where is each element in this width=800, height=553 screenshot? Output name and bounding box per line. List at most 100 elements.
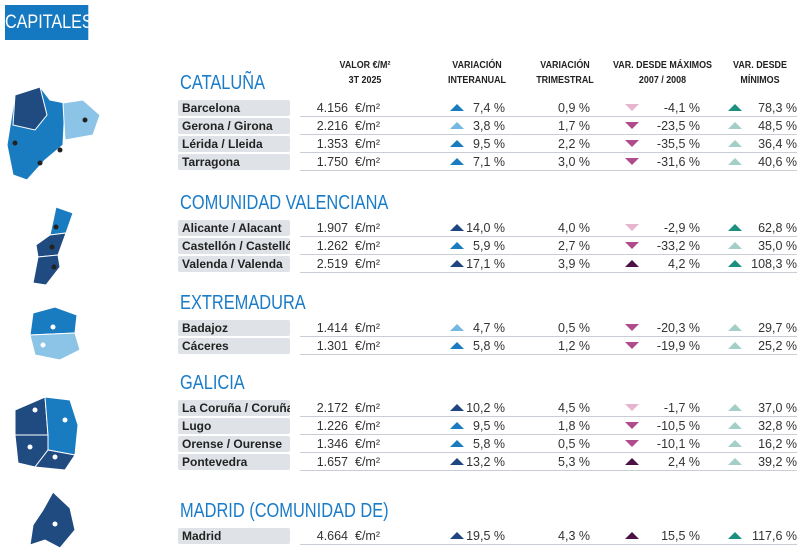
interanual-value: 19,5 % <box>466 529 505 543</box>
header-interanual: VARIACIÓN INTERANUAL <box>439 58 516 88</box>
header-line: VARIACIÓN <box>540 59 590 71</box>
header-line: TRIMESTRAL <box>536 74 594 86</box>
interanual-value: 14,0 % <box>466 221 505 235</box>
table-row: Orense / Ourense 1.346 €/m² 5,8 % 0,5 % … <box>0 435 800 453</box>
row-divider <box>300 544 797 545</box>
header-valor: VALOR €/M² 3T 2025 <box>331 58 399 88</box>
interanual-value: 17,1 % <box>466 257 505 271</box>
section-title: CATALUÑA <box>180 72 266 94</box>
capitales-tag: CAPITALES <box>5 5 93 40</box>
price-unit: €/m² <box>355 401 380 415</box>
header-line: VALOR €/M² <box>339 59 391 71</box>
header-maximos: VAR. DESDE MÁXIMOS 2007 / 2008 <box>609 58 715 88</box>
city-label: Orense / Ourense <box>178 436 290 452</box>
header-minimos: VAR. DESDE MÍNIMOS <box>726 58 794 88</box>
table-row: Gerona / Girona 2.216 €/m² 3,8 % 1,7 % -… <box>0 117 800 135</box>
city-label: Madrid <box>178 528 290 544</box>
minimos-value: 62,8 % <box>758 221 797 235</box>
interanual-arrow-up-icon <box>450 342 464 349</box>
minimos-value: 108,3 % <box>751 257 797 271</box>
maximos-value: -10,1 % <box>656 437 700 451</box>
price-unit: €/m² <box>355 257 380 271</box>
interanual-arrow-up-icon <box>450 242 464 249</box>
city-label: Lérida / Lleida <box>178 136 290 152</box>
minimos-value: 37,0 % <box>758 401 797 415</box>
price-value: 1.346 <box>316 437 348 451</box>
section-title: MADRID (COMUNIDAD DE) <box>180 500 389 522</box>
section-title: GALICIA <box>180 372 245 394</box>
interanual-arrow-up-icon <box>450 532 464 539</box>
trimestral-value: 1,2 % <box>558 339 590 353</box>
interanual-arrow-up-icon <box>450 324 464 331</box>
price-unit: €/m² <box>355 437 380 451</box>
minimos-value: 35,0 % <box>758 239 797 253</box>
maximos-value: -33,2 % <box>656 239 700 253</box>
price-unit: €/m² <box>355 339 380 353</box>
header-line: VAR. DESDE <box>733 59 787 71</box>
header-line: 3T 2025 <box>348 74 382 86</box>
maximos-value: -2,9 % <box>663 221 700 235</box>
minimos-arrow-up-icon <box>728 224 742 231</box>
city-label: Castellón / Castelló <box>178 238 290 254</box>
price-value: 4.664 <box>316 529 348 543</box>
trimestral-value: 1,8 % <box>558 419 590 433</box>
minimos-value: 25,2 % <box>758 339 797 353</box>
maximos-arrow-down-icon <box>625 440 639 447</box>
interanual-value: 7,4 % <box>473 101 505 115</box>
city-label: Valenda / Valenda <box>178 256 290 272</box>
minimos-value: 32,8 % <box>758 419 797 433</box>
maximos-arrow-down-icon <box>625 104 639 111</box>
row-divider <box>300 470 797 471</box>
minimos-arrow-up-icon <box>728 440 742 447</box>
interanual-arrow-up-icon <box>450 104 464 111</box>
header-trimestral: VARIACIÓN TRIMESTRAL <box>531 58 599 88</box>
minimos-arrow-up-icon <box>728 324 742 331</box>
trimestral-value: 0,9 % <box>558 101 590 115</box>
city-label: Alicante / Alacant <box>178 220 290 236</box>
price-value: 1.353 <box>316 137 348 151</box>
price-unit: €/m² <box>355 321 380 335</box>
maximos-value: 4,2 % <box>668 257 700 271</box>
minimos-value: 48,5 % <box>758 119 797 133</box>
row-divider <box>300 416 797 417</box>
table-row: Lugo 1.226 €/m² 9,5 % 1,8 % -10,5 % 32,8… <box>0 417 800 435</box>
maximos-value: 15,5 % <box>661 529 700 543</box>
trimestral-value: 2,2 % <box>558 137 590 151</box>
city-label: Badajoz <box>178 320 290 336</box>
minimos-arrow-up-icon <box>728 104 742 111</box>
price-value: 1.907 <box>316 221 348 235</box>
price-value: 1.414 <box>316 321 348 335</box>
price-unit: €/m² <box>355 239 380 253</box>
maximos-value: 2,4 % <box>668 455 700 469</box>
maximos-value: -31,6 % <box>656 155 700 169</box>
minimos-value: 117,6 % <box>752 529 797 543</box>
minimos-arrow-up-icon <box>728 404 742 411</box>
row-divider <box>300 354 797 355</box>
maximos-arrow-up-icon <box>625 532 639 539</box>
maximos-arrow-down-icon <box>625 140 639 147</box>
price-value: 1.226 <box>316 419 348 433</box>
interanual-arrow-up-icon <box>450 122 464 129</box>
price-value: 1.657 <box>316 455 348 469</box>
maximos-arrow-up-icon <box>625 458 639 465</box>
table-row: Barcelona 4.156 €/m² 7,4 % 0,9 % -4,1 % … <box>0 99 800 117</box>
city-label: Tarragona <box>178 154 290 170</box>
header-line: VAR. DESDE MÁXIMOS <box>612 59 712 71</box>
price-value: 1.301 <box>316 339 348 353</box>
price-value: 1.262 <box>316 239 348 253</box>
maximos-arrow-down-icon <box>625 224 639 231</box>
table-row: Castellón / Castelló 1.262 €/m² 5,9 % 2,… <box>0 237 800 255</box>
interanual-value: 3,8 % <box>473 119 505 133</box>
price-unit: €/m² <box>355 137 380 151</box>
trimestral-value: 4,3 % <box>558 529 590 543</box>
maximos-arrow-down-icon <box>625 242 639 249</box>
minimos-value: 39,2 % <box>758 455 797 469</box>
interanual-arrow-up-icon <box>450 458 464 465</box>
row-divider <box>300 170 797 171</box>
table-row: Tarragona 1.750 €/m² 7,1 % 3,0 % -31,6 %… <box>0 153 800 171</box>
section-title: COMUNIDAD VALENCIANA <box>180 192 389 214</box>
city-label: Pontevedra <box>178 454 290 470</box>
trimestral-value: 3,9 % <box>558 257 590 271</box>
minimos-arrow-up-icon <box>728 260 742 267</box>
